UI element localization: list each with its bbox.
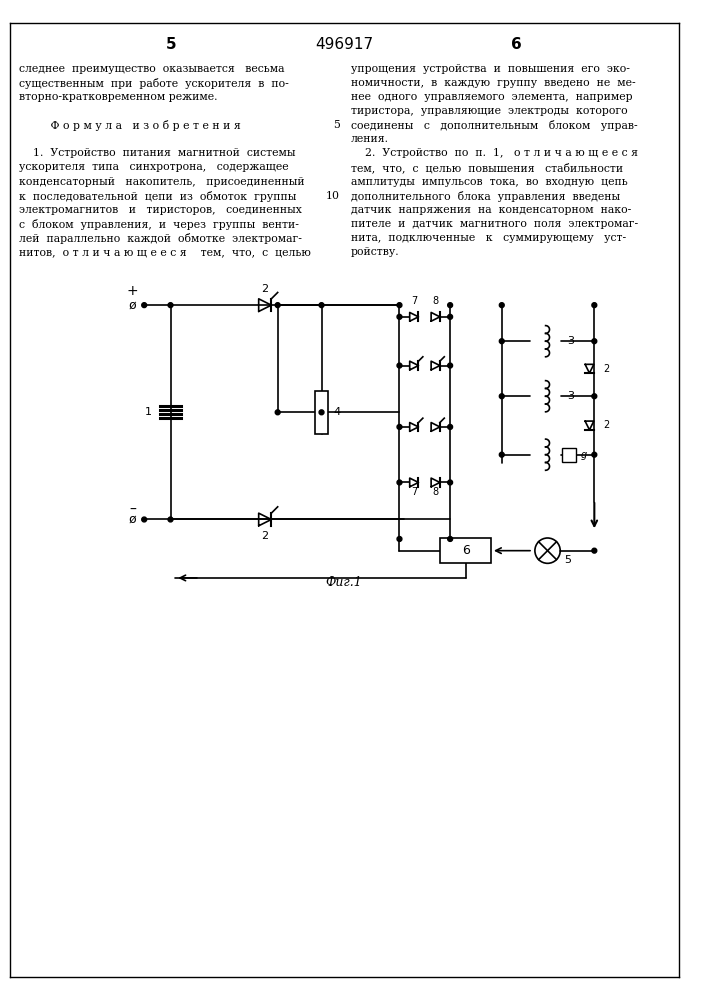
Text: дополнительного  блока  управления  введены: дополнительного блока управления введены [351,191,620,202]
Text: 2.  Устройство  по  п.  1,   о т л и ч а ю щ е е с я: 2. Устройство по п. 1, о т л и ч а ю щ е… [351,148,638,158]
Circle shape [592,303,597,308]
Circle shape [592,452,597,457]
Text: ø: ø [129,299,136,312]
Text: нитов,  о т л и ч а ю щ е е с я    тем,  что,  с  целью: нитов, о т л и ч а ю щ е е с я тем, что,… [20,247,311,257]
Text: 6: 6 [462,544,469,557]
Circle shape [499,394,504,399]
Text: амплитуды  импульсов  тока,  во  входную  цепь: амплитуды импульсов тока, во входную цеп… [351,177,628,187]
Text: 3: 3 [567,391,574,401]
Circle shape [448,314,452,319]
Text: 8: 8 [433,487,438,497]
Text: 1.  Устройство  питания  магнитной  системы: 1. Устройство питания магнитной системы [20,148,296,158]
Text: –: – [129,503,136,517]
Circle shape [397,480,402,485]
Text: ø: ø [129,513,136,526]
Circle shape [397,424,402,429]
Circle shape [397,314,402,319]
Text: 2: 2 [262,531,269,541]
Text: g: g [580,450,587,460]
Text: ройству.: ройству. [351,247,399,257]
Circle shape [168,303,173,308]
Bar [562,448,575,462]
Text: 5: 5 [564,555,571,565]
Text: 5: 5 [333,120,340,130]
Circle shape [499,339,504,344]
Circle shape [592,548,597,553]
Text: 3: 3 [567,450,574,460]
Text: следнее  преимущество  оказывается   весьма: следнее преимущество оказывается весьма [20,64,285,74]
Text: вторно-кратковременном режиме.: вторно-кратковременном режиме. [20,92,218,102]
Text: 5: 5 [166,37,177,52]
Text: нита,  подключенные   к   суммирующему   уст-: нита, подключенные к суммирующему уст- [351,233,626,243]
Circle shape [448,480,452,485]
Text: номичности,  в  каждую  группу  введено  не  ме-: номичности, в каждую группу введено не м… [351,78,636,88]
Text: 496917: 496917 [315,37,373,52]
Text: 4: 4 [334,407,341,417]
Circle shape [275,410,280,415]
Circle shape [499,452,504,457]
Circle shape [448,537,452,541]
Text: 7: 7 [411,487,417,497]
Text: конденсаторный   накопитель,   присоединенный: конденсаторный накопитель, присоединенны… [20,177,305,187]
Text: лей  параллельно  каждой  обмотке  электромаг-: лей параллельно каждой обмотке электрома… [20,233,303,244]
Text: с  блоком  управления,  и  через  группы  венти-: с блоком управления, и через группы вент… [20,219,299,230]
Circle shape [142,303,146,308]
Circle shape [448,363,452,368]
Text: 10: 10 [326,191,340,201]
Circle shape [397,303,402,308]
Text: 3: 3 [567,336,574,346]
Circle shape [448,303,452,308]
Circle shape [448,424,452,429]
Circle shape [592,394,597,399]
Circle shape [142,517,146,522]
Circle shape [499,303,504,308]
Circle shape [319,410,324,415]
Circle shape [319,303,324,308]
Circle shape [397,363,402,368]
Text: 6: 6 [511,37,522,52]
Text: нее  одного  управляемого  элемента,  например: нее одного управляемого элемента, наприм… [351,92,632,102]
Text: 2: 2 [262,284,269,294]
Bar [315,391,328,434]
Text: пителе  и  датчик  магнитного  поля  электромаг-: пителе и датчик магнитного поля электром… [351,219,638,229]
Text: ления.: ления. [351,134,389,144]
Text: существенным  при  работе  ускорителя  в  по-: существенным при работе ускорителя в по- [20,78,289,89]
Text: электромагнитов   и   тиристоров,   соединенных: электромагнитов и тиристоров, соединенны… [20,205,303,215]
Circle shape [592,339,597,344]
Circle shape [168,517,173,522]
Text: Фиг.1: Фиг.1 [325,576,362,589]
Text: тиристора,  управляющие  электроды  которого: тиристора, управляющие электроды которог… [351,106,627,116]
Text: Ф о р м у л а   и з о б р е т е н и я: Ф о р м у л а и з о б р е т е н и я [20,120,241,131]
Text: 2: 2 [603,420,609,430]
Text: к  последовательной  цепи  из  обмоток  группы: к последовательной цепи из обмоток групп… [20,191,297,202]
Text: датчик  напряжения  на  конденсаторном  нако-: датчик напряжения на конденсаторном нако… [351,205,631,215]
Text: 8: 8 [433,296,438,306]
Text: 7: 7 [411,296,417,306]
Text: 1: 1 [145,407,151,417]
Circle shape [275,303,280,308]
Text: +: + [127,284,139,298]
Text: тем,  что,  с  целью  повышения   стабильности: тем, что, с целью повышения стабильности [351,162,623,173]
Text: соединены   с   дополнительным   блоком   управ-: соединены с дополнительным блоком управ- [351,120,638,131]
Text: 2: 2 [603,364,609,374]
Bar [440,538,491,563]
Text: упрощения  устройства  и  повышения  его  эко-: упрощения устройства и повышения его эко… [351,64,630,74]
Circle shape [397,537,402,541]
Text: ускорителя  типа   синхротрона,   содержащее: ускорителя типа синхротрона, содержащее [20,162,289,172]
